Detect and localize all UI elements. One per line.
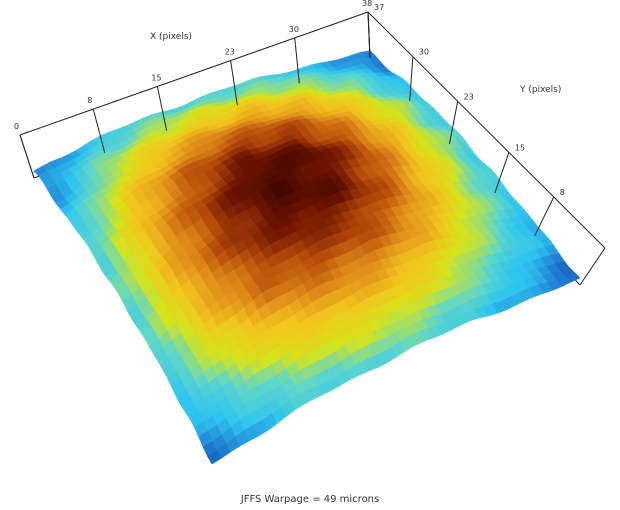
surface-mesh bbox=[33, 50, 581, 465]
x-gridline bbox=[19, 134, 35, 179]
x-tick-label: 8 bbox=[87, 96, 92, 105]
x-gridline bbox=[156, 86, 168, 131]
box-edge-top-x bbox=[19, 11, 369, 136]
y-gridline bbox=[534, 196, 555, 237]
axis-ticks: 0 8 15 23 30 38 8 15 23 30 37 bbox=[14, 0, 565, 237]
x-tick-label: 30 bbox=[289, 25, 299, 34]
x-tick-label: 38 bbox=[362, 0, 372, 8]
y-tick-label: 8 bbox=[560, 188, 565, 197]
y-tick-label: 37 bbox=[374, 3, 384, 12]
y-tick-label: 23 bbox=[464, 92, 474, 101]
x-tick-label: 23 bbox=[225, 48, 235, 57]
y-gridline bbox=[367, 11, 371, 59]
x-gridline bbox=[294, 37, 300, 84]
x-gridline bbox=[92, 108, 106, 153]
x-tick-label: 15 bbox=[151, 73, 161, 82]
y-tick-label: 15 bbox=[515, 143, 525, 152]
box-edge-right-vertical bbox=[579, 247, 606, 286]
x-gridline bbox=[230, 60, 238, 106]
y-gridline bbox=[448, 101, 459, 144]
x-axis-label: X (pixels) bbox=[150, 32, 192, 42]
y-axis-label: Y (pixels) bbox=[519, 85, 561, 95]
y-gridline bbox=[409, 56, 414, 101]
chart-caption: JFFS Warpage = 49 microns bbox=[240, 494, 380, 505]
x-tick-label: 0 bbox=[14, 122, 19, 131]
y-gridline bbox=[494, 152, 510, 194]
surface-cell bbox=[207, 450, 222, 465]
box-edge-top-y bbox=[367, 11, 606, 249]
y-tick-label: 30 bbox=[419, 48, 429, 57]
